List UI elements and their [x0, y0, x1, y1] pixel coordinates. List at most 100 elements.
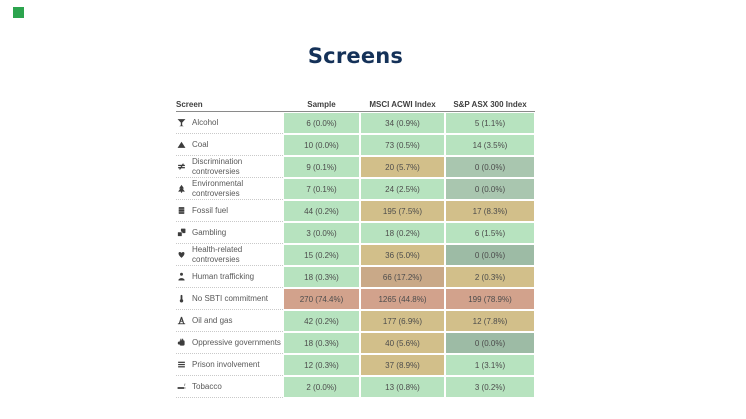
- sp-asx-300-value-cell: 12 (7.8%): [446, 311, 534, 331]
- msci-acwi-value-cell: 177 (6.9%): [361, 311, 444, 331]
- screen-label: Prison involvement: [192, 359, 260, 369]
- msci-acwi-value-cell: 36 (5.0%): [361, 245, 444, 265]
- msci-acwi-value-cell: 20 (5.7%): [361, 157, 444, 177]
- msci-acwi-value-cell: 18 (0.2%): [361, 223, 444, 243]
- sp-asx-300-value-cell: 199 (78.9%): [446, 289, 534, 309]
- screen-label-cell: Prison involvement: [176, 354, 283, 376]
- sample-value-cell: 18 (0.3%): [284, 267, 359, 287]
- sp-asx-300-value-cell: 17 (8.3%): [446, 201, 534, 221]
- msci-acwi-value-cell: 34 (0.9%): [361, 113, 444, 133]
- table-row: Oppressive governments 18 (0.3%) 40 (5.6%)…: [176, 332, 535, 354]
- cigarette-icon: [177, 382, 186, 391]
- header-sp-asx-300-index: S&P ASX 300 Index: [453, 100, 527, 109]
- screen-label-cell: Gambling: [176, 222, 283, 244]
- table-row: Prison involvement 12 (0.3%) 37 (8.9%) 1 (3…: [176, 354, 535, 376]
- sp-asx-300-value-cell: 6 (1.5%): [446, 223, 534, 243]
- msci-acwi-value-cell: 13 (0.8%): [361, 377, 444, 397]
- screen-label-cell: Tobacco: [176, 376, 283, 398]
- sample-value-cell: 270 (74.4%): [284, 289, 359, 309]
- sample-value-cell: 6 (0.0%): [284, 113, 359, 133]
- screen-label: Fossil fuel: [192, 205, 229, 215]
- screen-label: Oil and gas: [192, 315, 233, 325]
- sp-asx-300-value-cell: 3 (0.2%): [446, 377, 534, 397]
- sp-asx-300-value-cell: 0 (0.0%): [446, 333, 534, 353]
- sp-asx-300-value-cell: 2 (0.3%): [446, 267, 534, 287]
- screen-label: Health-related controversies: [192, 245, 243, 264]
- table-row: Human trafficking 18 (0.3%) 66 (17.2%) 2 (0…: [176, 266, 535, 288]
- sample-value-cell: 42 (0.2%): [284, 311, 359, 331]
- screen-label: Tobacco: [192, 381, 222, 391]
- sample-value-cell: 7 (0.1%): [284, 179, 359, 199]
- sample-value-cell: 18 (0.3%): [284, 333, 359, 353]
- heartbeat-icon: [177, 250, 186, 259]
- screen-label: Environmental controversies: [192, 179, 244, 198]
- msci-acwi-value-cell: 37 (8.9%): [361, 355, 444, 375]
- sample-value-cell: 3 (0.0%): [284, 223, 359, 243]
- screen-label-cell: Alcohol: [176, 112, 283, 134]
- screen-label: Human trafficking: [192, 271, 255, 281]
- page-title: Screens: [307, 44, 404, 68]
- table-row: Health-related controversies 15 (0.2%) 36 …: [176, 244, 535, 266]
- screen-label: Oppressive governments: [192, 337, 281, 347]
- msci-acwi-value-cell: 1265 (44.8%): [361, 289, 444, 309]
- screen-label-cell: No SBTI commitment: [176, 288, 283, 310]
- header-msci-acwi-index: MSCI ACWI Index: [369, 100, 436, 109]
- screens-table: Screen Sample MSCI ACWI Index S&P ASX 30…: [176, 94, 535, 398]
- table-row: Environmental controversies 7 (0.1%) 24 (2…: [176, 178, 535, 200]
- fist-icon: [177, 338, 186, 347]
- sample-value-cell: 10 (0.0%): [284, 135, 359, 155]
- screen-label-cell: Oil and gas: [176, 310, 283, 332]
- screen-label: No SBTI commitment: [192, 293, 269, 303]
- sp-asx-300-value-cell: 14 (3.5%): [446, 135, 534, 155]
- screen-label-cell: Health-related controversies: [176, 244, 283, 266]
- sp-asx-300-value-cell: 1 (3.1%): [446, 355, 534, 375]
- screen-label: Gambling: [192, 227, 227, 237]
- msci-acwi-value-cell: 40 (5.6%): [361, 333, 444, 353]
- table-row: Gambling 3 (0.0%) 18 (0.2%) 6 (1.5%): [176, 222, 535, 244]
- sample-value-cell: 12 (0.3%): [284, 355, 359, 375]
- screen-label-cell: Discrimination controversies: [176, 156, 283, 178]
- table-row: Coal 10 (0.0%) 73 (0.5%) 14 (3.5%): [176, 134, 535, 156]
- sample-value-cell: 15 (0.2%): [284, 245, 359, 265]
- table-header-row: Screen Sample MSCI ACWI Index S&P ASX 30…: [176, 94, 535, 112]
- sp-asx-300-value-cell: 0 (0.0%): [446, 179, 534, 199]
- sample-value-cell: 2 (0.0%): [284, 377, 359, 397]
- tree-icon: [177, 184, 186, 193]
- screen-label-cell: Coal: [176, 134, 283, 156]
- header-sample: Sample: [307, 100, 336, 109]
- msci-acwi-value-cell: 195 (7.5%): [361, 201, 444, 221]
- table-row: Tobacco 2 (0.0%) 13 (0.8%) 3 (0.2%): [176, 376, 535, 398]
- sp-asx-300-value-cell: 0 (0.0%): [446, 157, 534, 177]
- prison-bars-icon: [177, 360, 186, 369]
- green-square-logo: [13, 7, 24, 18]
- sp-asx-300-value-cell: 0 (0.0%): [446, 245, 534, 265]
- msci-acwi-value-cell: 73 (0.5%): [361, 135, 444, 155]
- table-body: Alcohol 6 (0.0%) 34 (0.9%) 5 (1.1%) Coal 10 (…: [176, 112, 535, 398]
- sample-value-cell: 9 (0.1%): [284, 157, 359, 177]
- screen-label: Discrimination controversies: [192, 157, 243, 176]
- table-row: Alcohol 6 (0.0%) 34 (0.9%) 5 (1.1%): [176, 112, 535, 134]
- screen-label-cell: Environmental controversies: [176, 178, 283, 200]
- oil-well-icon: [177, 316, 186, 325]
- msci-acwi-value-cell: 66 (17.2%): [361, 267, 444, 287]
- table-row: Fossil fuel 44 (0.2%) 195 (7.5%) 17 (8.3%): [176, 200, 535, 222]
- msci-acwi-value-cell: 24 (2.5%): [361, 179, 444, 199]
- screen-label: Alcohol: [192, 117, 219, 127]
- cocktail-icon: [177, 118, 186, 127]
- oil-barrel-icon: [177, 206, 186, 215]
- person-icon: [177, 272, 186, 281]
- not-equal-icon: [177, 162, 186, 171]
- table-row: Oil and gas 42 (0.2%) 177 (6.9%) 12 (7.8%): [176, 310, 535, 332]
- screen-label-cell: Fossil fuel: [176, 200, 283, 222]
- screen-label-cell: Human trafficking: [176, 266, 283, 288]
- screen-label: Coal: [192, 139, 209, 149]
- header-screen: Screen: [176, 100, 203, 109]
- screen-label-cell: Oppressive governments: [176, 332, 283, 354]
- sp-asx-300-value-cell: 5 (1.1%): [446, 113, 534, 133]
- dice-icon: [177, 228, 186, 237]
- sample-value-cell: 44 (0.2%): [284, 201, 359, 221]
- table-row: Discrimination controversies 9 (0.1%) 20 (…: [176, 156, 535, 178]
- thermometer-icon: [177, 294, 186, 303]
- mountain-icon: [177, 140, 186, 149]
